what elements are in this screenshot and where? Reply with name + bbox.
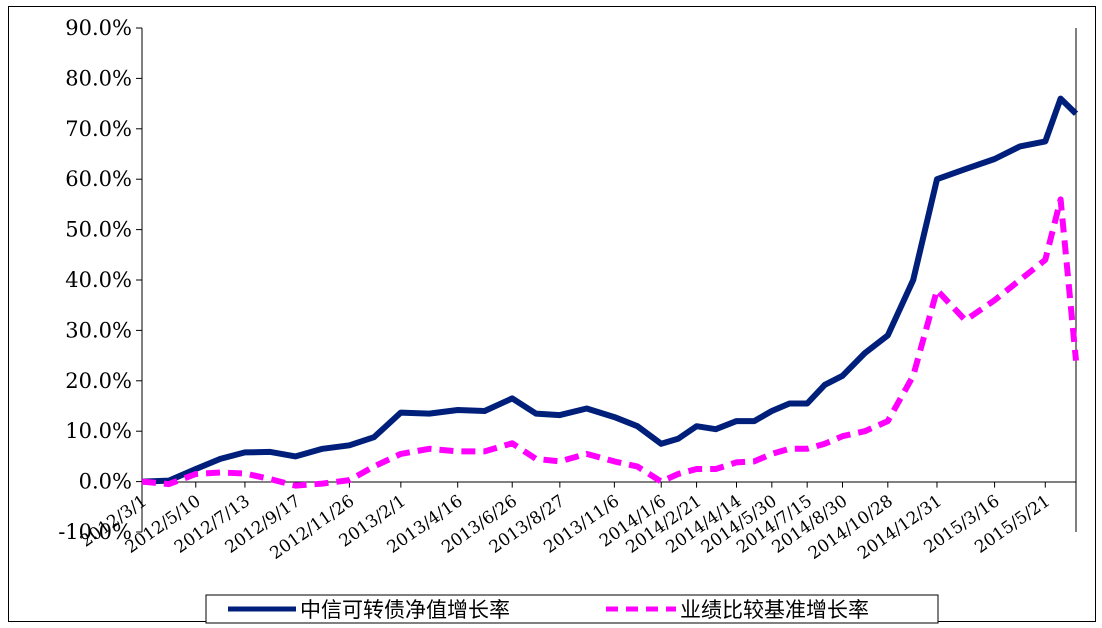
legend-box: [205, 594, 939, 624]
legend-label-benchmark: 业绩比较基准增长率: [680, 598, 869, 622]
series-line-benchmark: [141, 196, 1079, 489]
y-tick-label: 50.0%: [65, 218, 132, 242]
y-ticks-group: -10.0% 0.0% 10.0% 20.0% 30.0% 40.0% 50.0% 60.0%…: [58, 16, 142, 544]
y-tick-label: 80.0%: [65, 66, 132, 90]
legend: 中信可转债净值增长率 业绩比较基准增长率: [205, 594, 939, 624]
series-group: [141, 95, 1079, 489]
legend-label-net-value: 中信可转债净值增长率: [300, 598, 510, 622]
y-tick-label: 90.0%: [65, 16, 132, 40]
y-tick-label: 0.0%: [79, 470, 132, 494]
y-tick-label: 20.0%: [65, 369, 132, 393]
y-tick-label: 40.0%: [65, 268, 132, 292]
series-line-net-value: [141, 95, 1079, 485]
y-tick-label: 10.0%: [65, 419, 132, 443]
y-tick-label: -10.0%: [58, 520, 132, 544]
y-tick-label: 70.0%: [65, 117, 132, 141]
y-tick-label: 30.0%: [65, 318, 132, 342]
y-tick-label: 60.0%: [65, 167, 132, 191]
x-ticks-group: 2012/3/12012/5/102012/7/132012/9/172012/…: [77, 481, 1054, 564]
